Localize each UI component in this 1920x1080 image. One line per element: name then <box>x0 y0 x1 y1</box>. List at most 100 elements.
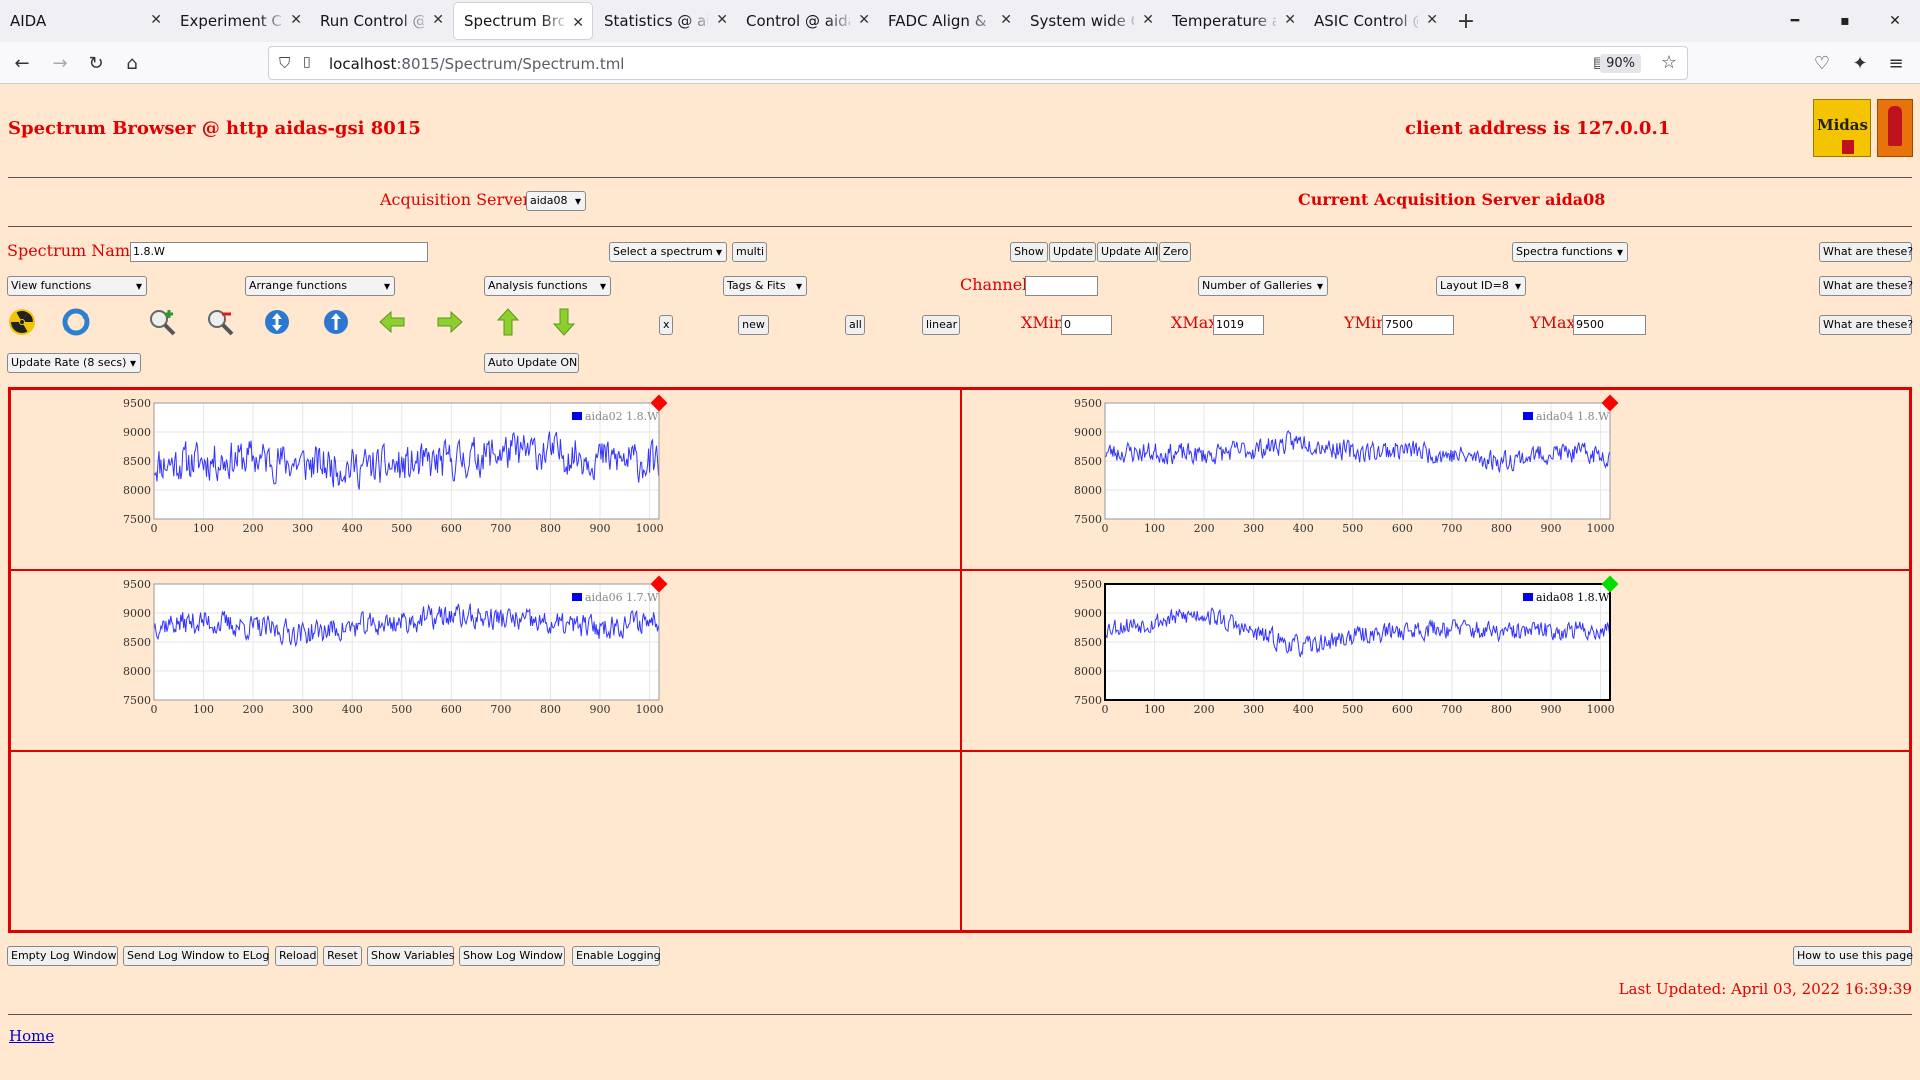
forward-icon[interactable]: → <box>52 52 68 74</box>
radiation-icon[interactable] <box>8 308 36 336</box>
arrow-right-icon[interactable] <box>436 308 464 336</box>
x-tick-label: 300 <box>292 703 313 716</box>
expand-y-icon[interactable] <box>263 308 291 336</box>
shield-icon[interactable]: ⛉ <box>279 54 291 72</box>
select-spectrum-dropdown[interactable]: Select a spectrum <box>609 242 727 262</box>
address-bar[interactable]: ⛉ ▯ localhost:8015/Spectrum/Spectrum.tml… <box>268 46 1688 80</box>
tab-fadc-align[interactable]: FADC Align & Contro ✕ <box>878 0 1020 42</box>
zoom-in-icon[interactable] <box>148 308 176 336</box>
close-tab-icon[interactable]: ✕ <box>432 12 444 28</box>
close-tab-icon[interactable]: ✕ <box>1000 12 1012 28</box>
what-are-these-button[interactable]: What are these? <box>1819 315 1913 335</box>
spectrum-name-input[interactable]: 1.8.W <box>130 242 428 262</box>
what-are-these-button[interactable]: What are these? <box>1819 276 1913 296</box>
maximize-icon[interactable]: ▪ <box>1840 13 1850 29</box>
close-tab-icon[interactable]: ✕ <box>858 12 870 28</box>
extension-icon[interactable]: ✦ <box>1852 52 1868 74</box>
what-are-these-button[interactable]: What are these? <box>1819 242 1913 262</box>
back-icon[interactable]: ← <box>14 52 30 74</box>
arrow-up-icon[interactable] <box>494 308 522 336</box>
x-tick-label: 700 <box>490 703 511 716</box>
refresh-icon[interactable] <box>62 308 90 336</box>
gallery-cell-6[interactable] <box>961 751 1910 931</box>
how-to-use-button[interactable]: How to use this page <box>1793 946 1913 966</box>
auto-update-button[interactable]: Auto Update ON <box>484 353 579 373</box>
zero-button[interactable]: Zero <box>1159 242 1191 262</box>
close-tab-icon[interactable]: ✕ <box>1426 12 1438 28</box>
spectra-functions-dropdown[interactable]: Spectra functions <box>1512 242 1628 262</box>
acquisition-server-select[interactable]: aida08 <box>526 191 586 211</box>
analysis-functions-dropdown[interactable]: Analysis functions <box>484 276 611 296</box>
x-button[interactable]: x <box>659 315 673 335</box>
tab-asic-control[interactable]: ASIC Control @ aidas ✕ <box>1304 0 1446 42</box>
close-tab-icon[interactable]: ✕ <box>572 15 584 31</box>
new-tab-icon[interactable]: + <box>1456 8 1476 34</box>
channel-input[interactable] <box>1025 276 1098 296</box>
spectrum-plot-aida02[interactable]: 0 100 200 300 400 500 600 700 800 900 1000 7500 8000… <box>11 390 962 571</box>
update-all-button[interactable]: Update All <box>1097 242 1158 262</box>
zoom-out-icon[interactable] <box>206 308 234 336</box>
reload-button[interactable]: Reload <box>275 946 318 966</box>
close-tab-icon[interactable]: ✕ <box>1284 12 1296 28</box>
multi-button[interactable]: multi <box>732 242 767 262</box>
x-tick-label: 1000 <box>1587 703 1615 716</box>
legend-swatch <box>572 412 582 420</box>
close-tab-icon[interactable]: ✕ <box>150 12 162 28</box>
show-button[interactable]: Show <box>1010 242 1048 262</box>
bookmark-star-icon[interactable]: ☆ <box>1660 52 1677 73</box>
gallery-cell-2[interactable]: 0 100 200 300 400 500 600 700 800 900 1000 7500 8000… <box>961 389 1910 570</box>
xmax-input[interactable]: 1019 <box>1213 315 1264 335</box>
tab-experiment-control[interactable]: Experiment Control @ ✕ <box>170 0 310 42</box>
zoom-level[interactable]: 90% <box>1600 54 1641 73</box>
x-tick-label: 300 <box>1243 522 1264 535</box>
compress-y-icon[interactable] <box>322 308 350 336</box>
close-tab-icon[interactable]: ✕ <box>716 12 728 28</box>
empty-log-window-button[interactable]: Empty Log Window <box>7 946 118 966</box>
update-button[interactable]: Update <box>1049 242 1096 262</box>
arrow-down-icon[interactable] <box>550 308 578 336</box>
enable-logging-button[interactable]: Enable Logging <box>572 946 661 966</box>
close-window-icon[interactable]: ✕ <box>1889 13 1901 29</box>
send-log-to-elog-button[interactable]: Send Log Window to ELog <box>123 946 269 966</box>
gallery-cell-1[interactable]: 0 100 200 300 400 500 600 700 800 900 1000 7500 8000… <box>10 389 961 570</box>
layout-dropdown[interactable]: Layout ID=8 <box>1436 276 1526 296</box>
new-button[interactable]: new <box>738 315 769 335</box>
tab-system-wide-checks[interactable]: System wide Checks ✕ <box>1020 0 1162 42</box>
spectrum-plot-aida06[interactable]: 0 100 200 300 400 500 600 700 800 900 1000 7500 8000… <box>11 571 962 752</box>
tab-run-control[interactable]: Run Control @ aidas- ✕ <box>310 0 452 42</box>
menu-icon[interactable]: ≡ <box>1888 52 1904 74</box>
linear-button[interactable]: linear <box>922 315 960 335</box>
tab-statistics[interactable]: Statistics @ aidas-gsi ✕ <box>594 0 736 42</box>
xmin-input[interactable]: 0 <box>1061 315 1112 335</box>
home-link[interactable]: Home <box>9 1027 55 1045</box>
tab-temperature[interactable]: Temperature and stat ✕ <box>1162 0 1304 42</box>
channel-label: Channel: <box>960 275 1033 294</box>
update-rate-dropdown[interactable]: Update Rate (8 secs) <box>7 353 141 373</box>
gallery-cell-3[interactable]: 0 100 200 300 400 500 600 700 800 900 1000 7500 8000… <box>10 570 961 751</box>
tags-fits-dropdown[interactable]: Tags & Fits <box>723 276 807 296</box>
ymin-input[interactable]: 7500 <box>1382 315 1454 335</box>
close-tab-icon[interactable]: ✕ <box>290 12 302 28</box>
arrange-functions-dropdown[interactable]: Arrange functions <box>245 276 395 296</box>
pocket-icon[interactable]: ♡ <box>1813 52 1831 74</box>
arrow-left-icon[interactable] <box>378 308 406 336</box>
reload-icon[interactable]: ↻ <box>88 52 104 74</box>
all-button[interactable]: all <box>845 315 865 335</box>
show-log-window-button[interactable]: Show Log Window <box>459 946 565 966</box>
spectrum-plot-aida04[interactable]: 0 100 200 300 400 500 600 700 800 900 1000 7500 8000… <box>962 390 1911 571</box>
reset-button[interactable]: Reset <box>323 946 362 966</box>
home-icon[interactable]: ⌂ <box>126 52 138 74</box>
tab-aida[interactable]: AIDA ✕ <box>0 0 170 42</box>
tab-spectrum-browser[interactable]: Spectrum Browser @ ✕ <box>454 3 592 39</box>
minimize-icon[interactable]: ━ <box>1790 13 1800 29</box>
show-variables-button[interactable]: Show Variables <box>367 946 454 966</box>
tab-control[interactable]: Control @ aidas-gsi ✕ <box>736 0 878 42</box>
spectrum-plot-aida08[interactable]: 0 100 200 300 400 500 600 700 800 900 1000 7500 8000… <box>962 571 1911 752</box>
gallery-cell-5[interactable] <box>10 751 961 931</box>
view-functions-dropdown[interactable]: View functions <box>7 276 147 296</box>
gallery-cell-4[interactable]: 0 100 200 300 400 500 600 700 800 900 1000 7500 8000… <box>961 570 1910 751</box>
number-of-galleries-dropdown[interactable]: Number of Galleries <box>1198 276 1328 296</box>
page-icon: ▯ <box>303 54 311 70</box>
ymax-input[interactable]: 9500 <box>1573 315 1646 335</box>
close-tab-icon[interactable]: ✕ <box>1142 12 1154 28</box>
